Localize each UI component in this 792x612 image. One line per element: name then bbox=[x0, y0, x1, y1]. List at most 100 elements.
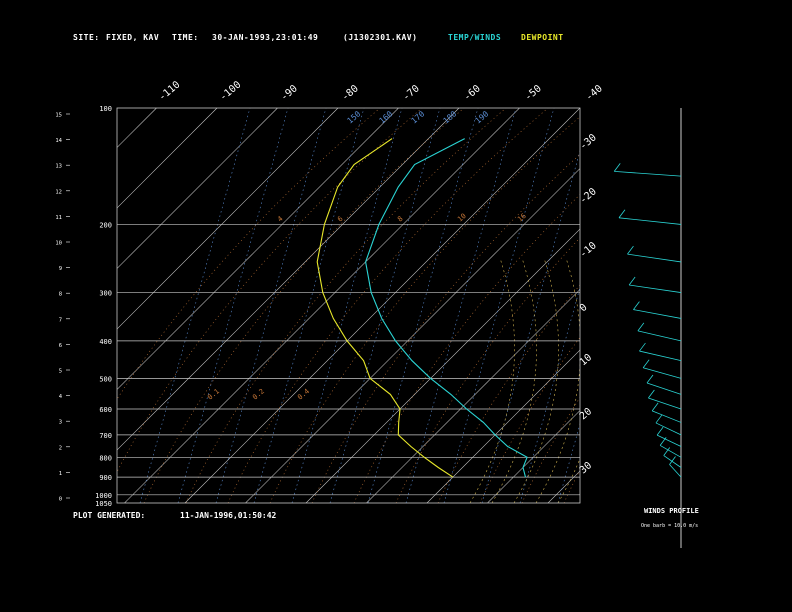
isotherm-line bbox=[184, 108, 580, 503]
mixing-ratio-line bbox=[367, 108, 479, 503]
axis-labels: 1002003004005006007008009001000105015141… bbox=[55, 79, 604, 508]
isotherm-line bbox=[117, 108, 278, 269]
top-temp-label: -70 bbox=[401, 83, 422, 103]
pressure-label: 500 bbox=[99, 375, 112, 383]
isotherm-line bbox=[426, 349, 580, 503]
wind-barb-shaft bbox=[629, 284, 682, 293]
dry-adiabat-line bbox=[395, 237, 580, 503]
dry-adiabat-line bbox=[437, 284, 580, 503]
height-label: 13 bbox=[55, 164, 62, 170]
mixing-ratio-label: 16 bbox=[516, 212, 528, 224]
dry-adiabat-line bbox=[117, 108, 423, 473]
height-label: 6 bbox=[59, 343, 62, 349]
isotherm-line bbox=[487, 410, 580, 503]
height-label: 15 bbox=[55, 113, 62, 119]
height-label: 5 bbox=[59, 369, 62, 375]
plot-generated-value: 11-JAN-1996,01:50:42 bbox=[180, 511, 277, 520]
moist-adiabat-line bbox=[513, 257, 559, 503]
mixing-ratio-label: 10 bbox=[456, 212, 468, 224]
wind-barb-flag bbox=[648, 389, 655, 399]
pressure-label: 300 bbox=[99, 290, 112, 298]
dry-adiabat-line bbox=[353, 194, 580, 503]
isotherm-line bbox=[669, 108, 792, 503]
moist-adiabat-line bbox=[469, 257, 515, 503]
wind-barb-shaft bbox=[648, 397, 682, 410]
isotherm-line bbox=[0, 108, 96, 503]
height-label: 14 bbox=[55, 138, 62, 144]
isotherm-line bbox=[117, 108, 460, 451]
winds-profile-panel bbox=[613, 108, 682, 548]
mixing-ratio-line bbox=[519, 286, 580, 503]
pressure-label: 1000 bbox=[95, 492, 112, 500]
mixing-ratio-line bbox=[177, 108, 289, 503]
mixing-ratio-line bbox=[405, 108, 517, 503]
site-value: FIXED, KAV bbox=[106, 33, 160, 42]
isotherm-line bbox=[245, 168, 580, 503]
height-label: 0 bbox=[59, 497, 62, 503]
dry-adiabat-line bbox=[185, 108, 507, 503]
dry-adiabat-line bbox=[521, 397, 580, 503]
height-label: 9 bbox=[59, 266, 62, 272]
wind-barb-flag bbox=[663, 447, 671, 456]
plot-frame bbox=[116, 107, 581, 504]
isotherm-line bbox=[117, 108, 399, 390]
dry-adiabat-line bbox=[143, 108, 465, 503]
top-temp-label: -90 bbox=[279, 83, 300, 103]
mixing-ratio-label: 4 bbox=[276, 215, 284, 224]
legend-dewpoint: DEWPOINT bbox=[521, 33, 564, 42]
height-label: 2 bbox=[59, 445, 62, 451]
top-temp-label: -60 bbox=[462, 83, 483, 103]
wind-barb-shaft bbox=[643, 367, 682, 379]
wind-barb-flag bbox=[656, 426, 664, 436]
mixing-ratio-label: 6 bbox=[336, 215, 344, 224]
theta-label: 150 bbox=[346, 109, 363, 125]
mixing-ratio-line bbox=[253, 108, 365, 503]
height-label: 11 bbox=[55, 215, 62, 221]
legend-temp: TEMP/WINDS bbox=[448, 33, 502, 42]
theta-label: 180 bbox=[442, 109, 459, 125]
wind-barb-flag bbox=[637, 322, 645, 332]
pressure-label: 400 bbox=[99, 338, 112, 346]
wind-barb-flag bbox=[669, 456, 676, 465]
height-label: 3 bbox=[59, 420, 62, 426]
dry-adiabat-line bbox=[227, 108, 549, 503]
right-temp-label: -20 bbox=[578, 186, 599, 206]
wind-barb-shaft bbox=[646, 382, 682, 395]
wind-barb-flag bbox=[613, 163, 621, 172]
mixing-ratio-line bbox=[557, 422, 580, 503]
isobars bbox=[117, 224, 580, 496]
wind-barb-shaft bbox=[669, 464, 682, 478]
wind-barb-flag bbox=[642, 359, 650, 369]
wind-barb-shaft bbox=[652, 410, 682, 423]
wind-barb-shaft bbox=[637, 330, 682, 342]
mixing-ratio-line bbox=[215, 108, 327, 503]
wind-barb-flag bbox=[628, 276, 636, 286]
height-label: 7 bbox=[59, 317, 62, 323]
wind-barb-shaft bbox=[655, 422, 682, 436]
wind-barb-flag bbox=[639, 342, 646, 352]
height-label: 10 bbox=[55, 241, 62, 247]
mixing-ratio-label: 0.1 bbox=[206, 387, 221, 401]
pressure-label: 800 bbox=[99, 454, 112, 462]
height-label: 1 bbox=[59, 471, 62, 477]
dry-adiabat-line bbox=[117, 108, 381, 400]
wind-barb-flag bbox=[618, 209, 626, 219]
wind-barb-flag bbox=[655, 414, 663, 424]
pressure-label: 900 bbox=[99, 474, 112, 482]
mixing-ratio-line bbox=[329, 108, 441, 503]
time-value: 30-JAN-1993,23:01:49 bbox=[212, 33, 319, 42]
background-lines bbox=[0, 108, 792, 503]
right-temp-label: -30 bbox=[578, 132, 599, 152]
wind-barb-flag bbox=[646, 374, 654, 384]
top-temp-label: -40 bbox=[584, 83, 605, 103]
wind-barb-flag bbox=[651, 402, 659, 412]
dry-adiabat-line bbox=[606, 108, 792, 503]
isotherm-line bbox=[117, 108, 218, 209]
wind-barb-flag bbox=[633, 301, 640, 310]
wind-barb-shaft bbox=[633, 309, 682, 319]
isotherm-line bbox=[0, 108, 36, 503]
isotherm-line bbox=[305, 228, 580, 503]
top-temp-label: -80 bbox=[340, 83, 361, 103]
site-label: SITE: bbox=[73, 33, 100, 42]
isotherm-line bbox=[117, 108, 157, 148]
